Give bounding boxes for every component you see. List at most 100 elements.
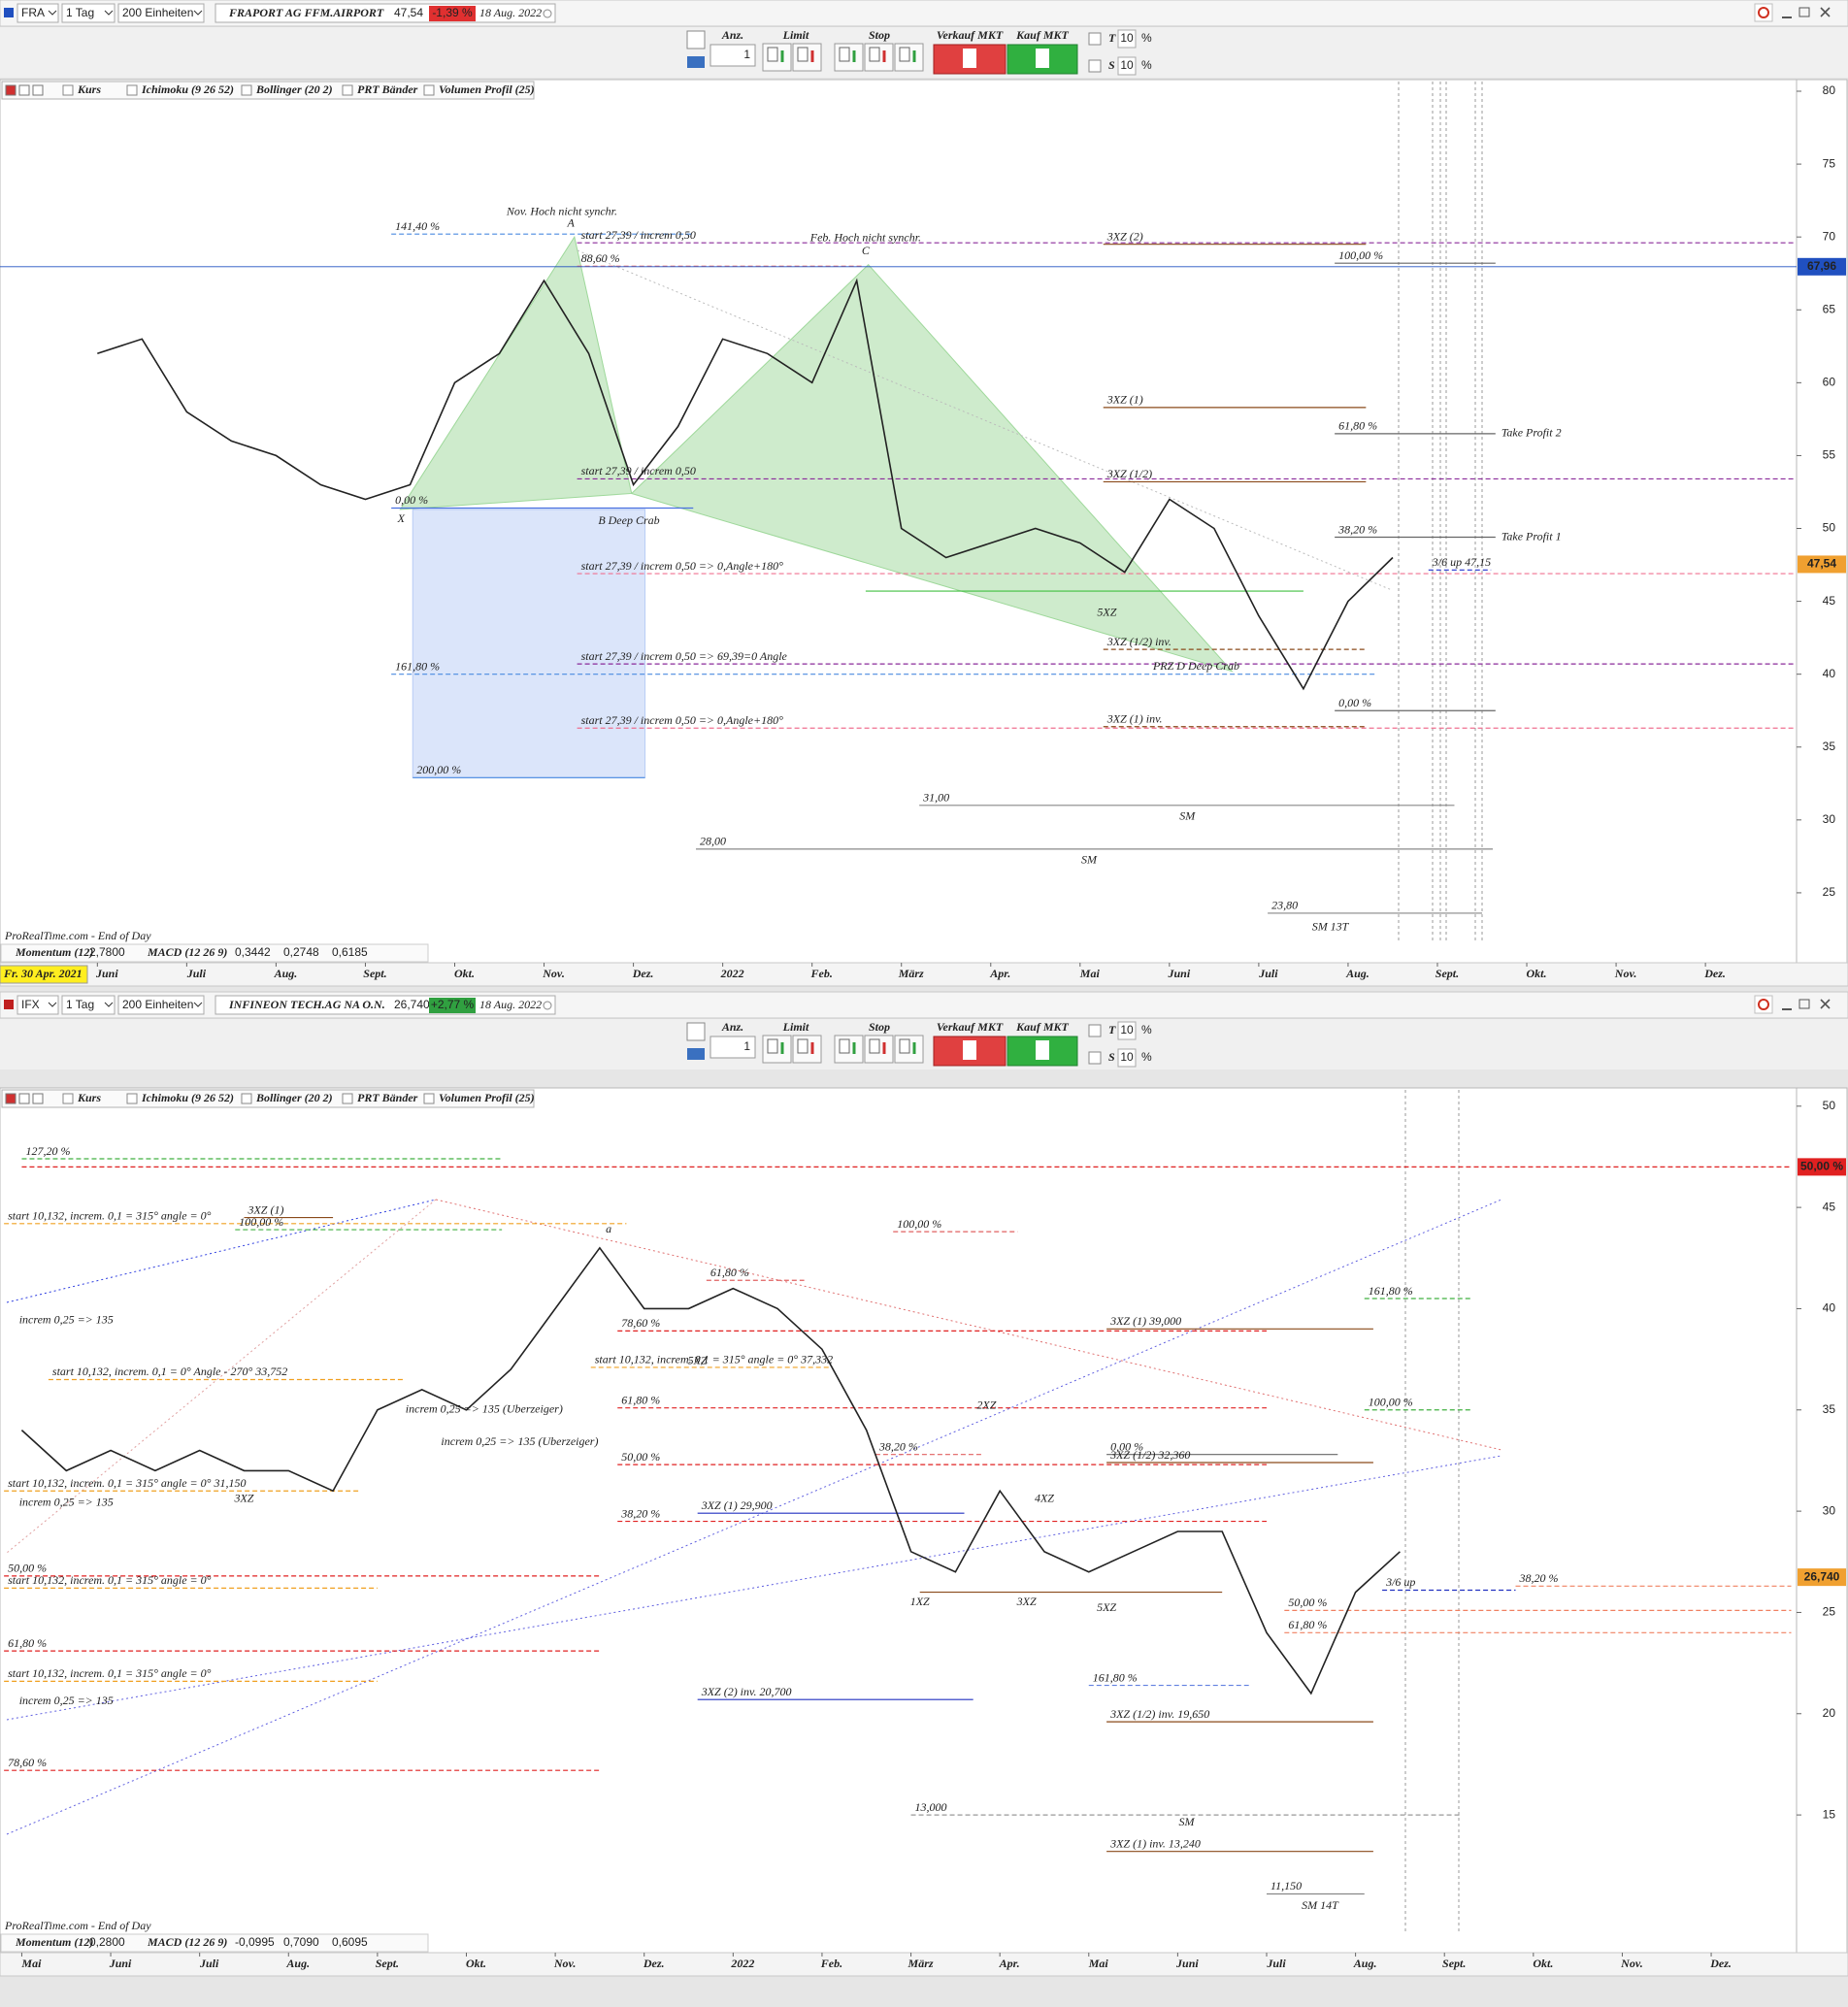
chart-annotation: A <box>566 215 575 229</box>
pct-input[interactable] <box>1117 1021 1137 1040</box>
level-label: 61,80 % <box>1338 419 1377 433</box>
level-label: start 10,132, increm. 0,1 = 315° angle =… <box>8 1476 246 1490</box>
dropdown[interactable] <box>61 3 116 23</box>
dropdown[interactable] <box>117 995 205 1015</box>
dropdown-arrow <box>104 10 114 16</box>
x-tick-label: Feb. <box>820 1957 842 1970</box>
keyboard-icon[interactable] <box>687 1048 705 1060</box>
level-label: 161,80 % <box>1093 1670 1138 1684</box>
harmonic-pattern <box>412 509 646 778</box>
chart-annotation: SM <box>1081 853 1098 867</box>
level-label: 0,00 % <box>1110 1439 1143 1453</box>
indicator-icon[interactable] <box>18 84 30 96</box>
chart-annotation: SM 14T <box>1302 1898 1339 1912</box>
refresh-button[interactable] <box>1754 3 1773 22</box>
chart-annotation: B Deep Crab <box>598 513 659 527</box>
checkbox[interactable] <box>1088 1024 1102 1037</box>
chart-annotation: 4XZ <box>1035 1491 1054 1504</box>
indicator-icon[interactable] <box>32 84 44 96</box>
dropdown[interactable] <box>16 3 59 23</box>
level-label: 100,00 % <box>1338 248 1383 262</box>
quote-date: 18 Aug. 2022 <box>479 998 542 1011</box>
x-tick-label: 2022 <box>720 967 744 980</box>
indicator-icon[interactable] <box>32 1093 44 1104</box>
indicator-checkbox[interactable] <box>423 1093 435 1104</box>
x-tick-label: März <box>898 967 924 980</box>
macd-value: 0,7090 <box>283 1935 319 1949</box>
checkbox[interactable] <box>1088 32 1102 46</box>
level-label: 3XZ (1) <box>1106 393 1143 407</box>
qty-value: 1 <box>743 1039 750 1053</box>
sell-icon <box>963 1040 976 1060</box>
x-tick-label: Dez. <box>632 967 654 980</box>
maximize-button[interactable] <box>1798 7 1810 17</box>
sell-icon <box>963 49 976 68</box>
dropdown-arrow <box>104 1002 114 1007</box>
indicator-icon[interactable] <box>5 1093 16 1104</box>
y-tick-label: 25 <box>1823 1605 1836 1619</box>
x-tick-label: Sept. <box>1436 967 1459 980</box>
pct-value: 10 <box>1120 1023 1134 1036</box>
price-line <box>97 278 1394 691</box>
pct-input[interactable] <box>1117 1048 1137 1068</box>
indicator-label: Ichimoku (9 26 52) <box>141 1091 234 1104</box>
level-label: 23,80 <box>1271 899 1298 912</box>
trend-line <box>6 1199 437 1554</box>
dropdown[interactable] <box>16 995 59 1015</box>
x-tick-label: Dez. <box>1703 967 1726 980</box>
tools-icon[interactable] <box>686 1022 706 1041</box>
indicator-checkbox[interactable] <box>241 84 252 96</box>
indicator-checkbox[interactable] <box>241 1093 252 1104</box>
level-label: 38,20 % <box>878 1439 918 1453</box>
y-tick-label: 15 <box>1823 1807 1836 1821</box>
keyboard-icon[interactable] <box>687 56 705 68</box>
last-price: 47,54 <box>394 6 423 19</box>
data-source: ProRealTime.com - End of Day <box>4 929 151 942</box>
maximize-button[interactable] <box>1798 999 1810 1009</box>
macd-value: 0,3442 <box>235 945 271 959</box>
level-label: 11,150 <box>1270 1879 1302 1892</box>
indicator-label: Bollinger (20 2) <box>255 82 333 96</box>
indicator-checkbox[interactable] <box>62 1093 74 1104</box>
dropdown[interactable] <box>61 995 116 1015</box>
label-qty: Anz. <box>721 28 743 42</box>
level-label: 38,20 % <box>1519 1571 1559 1585</box>
dropdown[interactable] <box>117 3 205 23</box>
momentum-label: Momentum (12) <box>15 1935 93 1949</box>
qty-input[interactable] <box>710 44 756 67</box>
indicator-checkbox[interactable] <box>423 84 435 96</box>
price-axis <box>1796 1087 1848 1954</box>
pct-input[interactable] <box>1117 29 1137 49</box>
level-label: start 27,39 / increm 0,50 <box>581 228 696 242</box>
price-tag-label: 50,00 % <box>1800 1160 1843 1173</box>
refresh-button[interactable] <box>1754 995 1773 1014</box>
label-stop: Stop <box>869 28 890 42</box>
close-button[interactable] <box>1820 7 1831 17</box>
indicator-checkbox[interactable] <box>62 84 74 96</box>
pct-input[interactable] <box>1117 56 1137 76</box>
checkbox[interactable] <box>1088 1051 1102 1065</box>
qty-input[interactable] <box>710 1036 756 1059</box>
dropdown-arrow <box>48 10 57 16</box>
indicator-checkbox[interactable] <box>342 84 353 96</box>
check-label: T <box>1108 1023 1116 1036</box>
close-button[interactable] <box>1820 999 1831 1009</box>
checkbox[interactable] <box>1088 59 1102 73</box>
order-icon <box>797 47 808 62</box>
level-label: 3/6 up 47,15 <box>1432 555 1491 569</box>
level-label: 3XZ (1) <box>247 1202 283 1216</box>
tools-icon[interactable] <box>686 30 706 49</box>
level-label: 3XZ (1/2) <box>1106 467 1152 480</box>
qty-value: 1 <box>743 48 750 61</box>
indicator-icon[interactable] <box>5 84 16 96</box>
indicator-icon[interactable] <box>18 1093 30 1104</box>
indicator-checkbox[interactable] <box>342 1093 353 1104</box>
chart-annotation: 5XZ <box>688 1353 708 1366</box>
x-tick-label: Juli <box>1258 967 1278 980</box>
indicator-checkbox[interactable] <box>126 84 138 96</box>
x-tick-label: Nov. <box>1614 967 1637 980</box>
dropdown-text: IFX <box>21 998 40 1011</box>
indicator-checkbox[interactable] <box>126 1093 138 1104</box>
x-tick-label: Juli <box>1266 1957 1286 1970</box>
indicator-label: Ichimoku (9 26 52) <box>141 82 234 96</box>
